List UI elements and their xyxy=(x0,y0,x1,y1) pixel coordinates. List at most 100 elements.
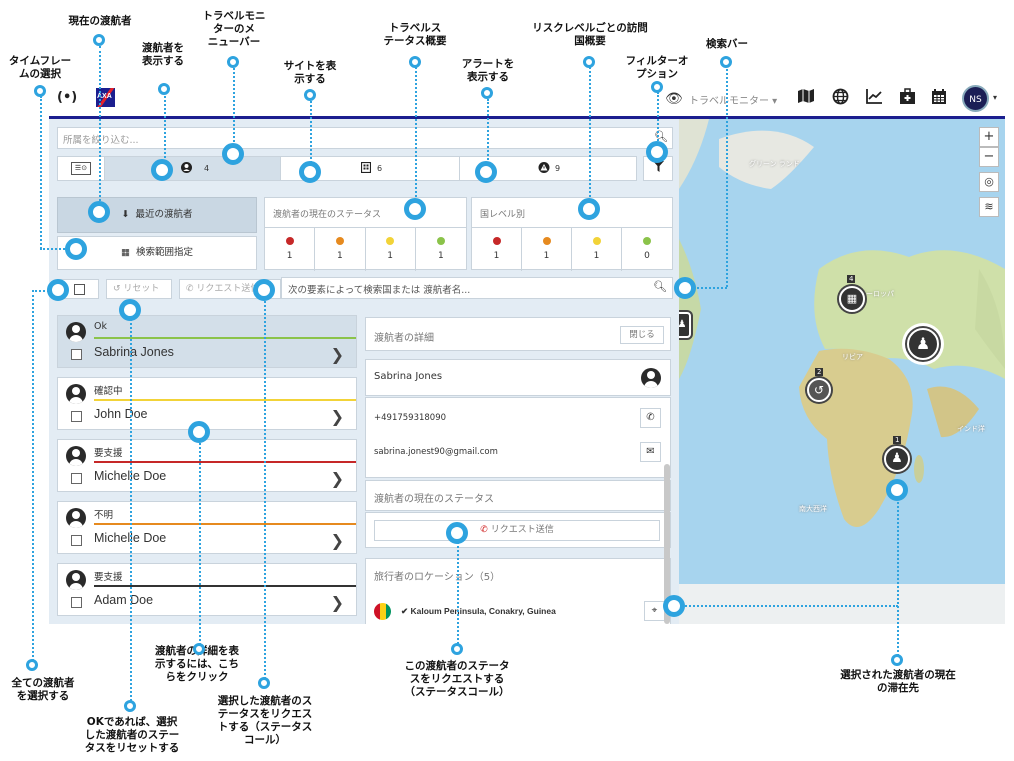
status-line xyxy=(94,585,356,587)
country-cell[interactable]: 1 xyxy=(522,228,572,271)
avatar xyxy=(66,446,86,466)
map-icon[interactable] xyxy=(797,88,815,108)
status-count: 1 xyxy=(337,251,343,261)
locate-button[interactable]: ⌖ xyxy=(644,601,665,621)
layers-button[interactable]: ≋ xyxy=(979,197,999,217)
zoom-out-button[interactable]: − xyxy=(979,147,999,167)
chevron-right-icon[interactable]: ❯ xyxy=(330,407,344,426)
monitor-dropdown[interactable]: トラベルモニター ▾ xyxy=(689,96,778,107)
email-button[interactable]: ✉ xyxy=(640,442,661,462)
edge-pin[interactable]: ♟ xyxy=(679,312,691,338)
eye-icon[interactable]: 👁 xyxy=(665,91,683,107)
close-button[interactable]: 閉じる xyxy=(620,326,664,344)
traveler-card[interactable]: 確認中 John Doe ❯ xyxy=(57,377,357,430)
layers-icon: ≋ xyxy=(984,200,994,213)
traveler-status: 確認中 xyxy=(94,386,123,397)
callout-show-travelers: 渡航者を 表示する xyxy=(142,42,184,67)
country-cell[interactable]: 0 xyxy=(622,228,672,271)
traveler-card[interactable]: Ok Sabrina Jones ❯ xyxy=(57,315,357,368)
status-cell[interactable]: 1 xyxy=(416,228,466,271)
status-line xyxy=(94,523,356,525)
tab-travelers[interactable]: 4 xyxy=(105,157,281,180)
status-dot-icon xyxy=(436,237,445,245)
callout-dot xyxy=(720,56,732,68)
traveler-checkbox[interactable] xyxy=(71,411,82,422)
request-this-traveler-button[interactable]: ✆ リクエスト送信 xyxy=(374,520,660,541)
callout-dot xyxy=(26,659,38,671)
details-status-title: 渡航者の現在のステータス xyxy=(365,480,671,511)
location-row: ✔ Kaloum Peninsula, Conakry, Guinea ⌖ xyxy=(374,601,665,623)
tab-sites[interactable]: 6 xyxy=(281,157,460,180)
traveler-checkbox[interactable] xyxy=(71,349,82,360)
signal-icon[interactable]: (•) xyxy=(57,90,78,105)
callout-reset-status: OKであれば、選択 した渡航者のステー タスをリセットする xyxy=(84,716,180,754)
calendar-icon[interactable] xyxy=(931,88,947,109)
world-map[interactable]: グリーン ランド ヨーロッパ リビア インド洋 南大西洋 + − ◎ ≋ ▦ 4… xyxy=(679,119,1005,624)
locate-me-button[interactable]: ◎ xyxy=(979,172,999,192)
callout-dot xyxy=(475,161,497,183)
phone-icon: ✆ xyxy=(186,284,194,294)
status-cell[interactable]: 1 xyxy=(315,228,366,271)
traveler-card[interactable]: 要支援 Michelle Doe ❯ xyxy=(57,439,357,492)
user-avatar[interactable]: NS xyxy=(962,85,989,112)
avatar xyxy=(66,508,86,528)
site-cluster-pin[interactable]: ▦ xyxy=(839,286,865,312)
callout-request-selected: 選択した渡航者のス テータスをリクエス トする（ステータス コール） xyxy=(217,695,313,746)
traveler-checkbox[interactable] xyxy=(71,473,82,484)
callout-dot xyxy=(88,201,110,223)
country-cell[interactable]: 1 xyxy=(472,228,522,271)
callout-current-location: 選択された渡航者の現在 の滞在先 xyxy=(840,669,956,694)
reset-button[interactable]: ↺ リセット xyxy=(106,279,172,299)
traveler-status: 要支援 xyxy=(94,448,123,459)
details-status-request: ✆ リクエスト送信 xyxy=(365,512,671,548)
details-scrollbar[interactable] xyxy=(664,464,670,624)
status-line xyxy=(94,337,356,339)
traveler-card[interactable]: 要支援 Adam Doe ❯ xyxy=(57,563,357,616)
affiliation-filter-input[interactable]: 所属を絞り込む... 🔍︎ xyxy=(57,127,673,149)
callout-dot xyxy=(124,700,136,712)
status-cell[interactable]: 1 xyxy=(366,228,416,271)
call-button[interactable]: ✆ xyxy=(640,408,661,428)
chevron-right-icon[interactable]: ❯ xyxy=(330,345,344,364)
chevron-right-icon[interactable]: ❯ xyxy=(330,593,344,612)
chart-icon[interactable] xyxy=(866,88,883,108)
zoom-in-button[interactable]: + xyxy=(979,127,999,147)
traveler-card[interactable]: 不明 Michelle Doe ❯ xyxy=(57,501,357,554)
medical-bag-icon[interactable] xyxy=(899,88,916,109)
status-cell[interactable]: 1 xyxy=(265,228,316,271)
history-icon: ↺ xyxy=(813,383,825,397)
search-icon[interactable]: 🔍︎ xyxy=(653,280,667,293)
selected-traveler-pin[interactable]: ♟ xyxy=(907,328,939,360)
callout-dot xyxy=(646,141,668,163)
traveler-pin[interactable]: ♟ xyxy=(884,446,910,472)
guinea-flag-icon xyxy=(374,603,391,620)
callout-request-this: この渡航者のステータ スをリクエストする （ステータスコール） xyxy=(404,660,510,698)
traveler-name: Adam Doe xyxy=(94,593,154,607)
chevron-right-icon[interactable]: ❯ xyxy=(330,531,344,550)
traveler-search-input[interactable]: 次の要素によって検索国または 渡航者名... 🔍︎ xyxy=(281,277,673,299)
chevron-down-icon[interactable]: ▾ xyxy=(993,93,998,102)
tab-alerts[interactable]: 9 xyxy=(460,157,637,180)
traveler-checkbox[interactable] xyxy=(71,535,82,546)
callout-dot xyxy=(299,161,321,183)
country-cell[interactable]: 1 xyxy=(572,228,622,271)
search-range-button[interactable]: ▦ 検索範囲指定 xyxy=(57,236,257,270)
envelope-icon: ✉ xyxy=(646,446,655,457)
person-icon: ♟ xyxy=(679,319,687,330)
recent-travelers-button[interactable]: ⬇ 最近の渡航者 xyxy=(57,197,257,233)
callout-status-overview: トラベルス テータス概要 xyxy=(383,22,447,47)
list-map-toggle[interactable]: ☰⊙ xyxy=(58,157,105,180)
alert-icon xyxy=(538,162,550,176)
avatar xyxy=(66,570,86,590)
callout-dot xyxy=(651,81,663,93)
traveler-checkbox[interactable] xyxy=(71,597,82,608)
callout-dot xyxy=(119,299,141,321)
details-header: 渡航者の詳細 閉じる xyxy=(365,317,671,351)
chevron-right-icon[interactable]: ❯ xyxy=(330,469,344,488)
history-pin[interactable]: ↺ xyxy=(807,378,831,402)
person-icon: ♟ xyxy=(891,451,903,466)
status-line xyxy=(94,399,356,401)
callout-select-all: 全ての渡航者 を選択する xyxy=(11,677,75,702)
globe-icon[interactable] xyxy=(832,88,849,109)
traveler-list: Ok Sabrina Jones ❯ 確認中 John Doe ❯ 要支援 Michelle … xyxy=(49,309,366,624)
